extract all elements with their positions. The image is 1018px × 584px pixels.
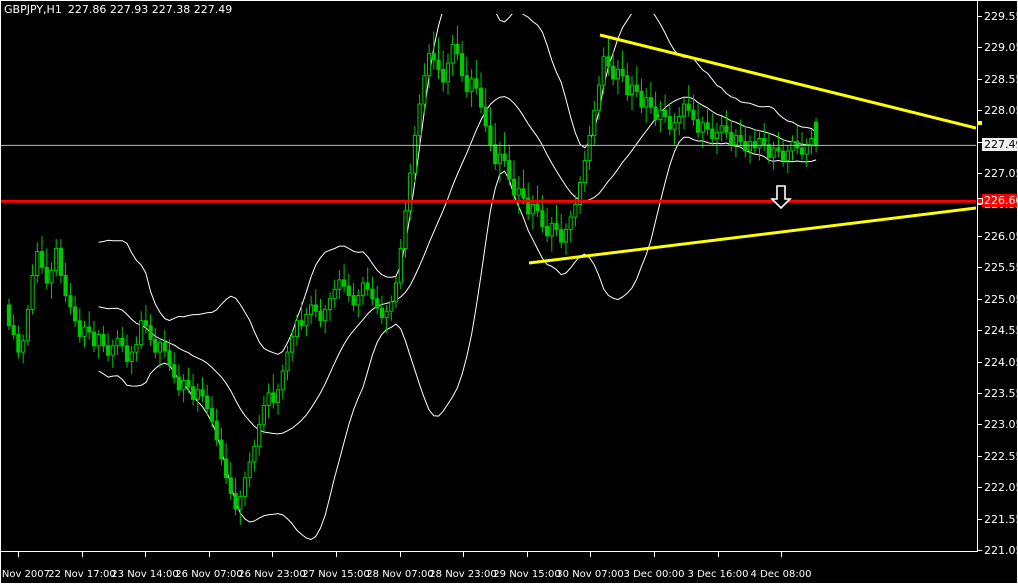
- time-tick: [463, 552, 464, 557]
- ohlc-values: 227.86 227.93 227.38 227.49: [67, 3, 233, 16]
- candlestick-series: [6, 25, 819, 525]
- price-tick: [977, 330, 982, 332]
- price-tick-label: 224.05: [984, 355, 1018, 369]
- bid-price-label: 227.49: [982, 138, 1018, 152]
- sell-arrow-icon[interactable]: [770, 185, 792, 210]
- price-tick-label: 224.55: [984, 324, 1018, 338]
- price-tick: [977, 204, 982, 206]
- time-tick: [145, 552, 146, 557]
- price-tick: [977, 455, 982, 457]
- price-tick: [977, 267, 982, 269]
- time-tick: [82, 552, 83, 557]
- trendline-axis-marker: [977, 120, 982, 125]
- time-tick: [781, 552, 782, 557]
- price-tick: [977, 78, 982, 80]
- price-tick: [977, 550, 982, 551]
- time-tick-label: 22 Nov 17:00: [48, 569, 116, 580]
- time-tick-label: 23 Nov 14:00: [111, 569, 179, 580]
- time-tick-label: 28 Nov 23:00: [429, 569, 497, 580]
- time-tick-label: 4 Dec 08:00: [750, 569, 812, 580]
- time-tick: [272, 552, 273, 557]
- price-tick: [977, 518, 982, 520]
- price-tick-label: 222.05: [984, 481, 1018, 495]
- price-tick: [977, 141, 982, 143]
- price-tick-label: 223.05: [984, 418, 1018, 432]
- chart-background: [1, 14, 976, 551]
- time-tick-label: 27 Nov 15:00: [302, 569, 370, 580]
- price-tick-label: 229.55: [984, 10, 1018, 23]
- price-axis-line: [977, 0, 978, 552]
- time-tick: [590, 552, 591, 557]
- price-tick-label: 223.55: [984, 386, 1018, 400]
- price-tick-label: 228.05: [984, 104, 1018, 118]
- symbol-ohlc-bar: GBPJPY,H1 227.86 227.93 227.38 227.49: [4, 3, 232, 16]
- time-tick: [209, 552, 210, 557]
- time-tick-label: 3 Dec 16:00: [687, 569, 749, 580]
- ascending-trendline: [528, 206, 976, 265]
- price-tick: [977, 298, 982, 300]
- time-tick-label: 30 Nov 07:00: [556, 569, 624, 580]
- bollinger-upper: [98, 14, 817, 355]
- price-tick: [977, 424, 982, 426]
- time-tick-label: 26 Nov 07:00: [175, 569, 243, 580]
- chart-canvas: [1, 14, 976, 551]
- price-tick-label: 226.05: [984, 229, 1018, 243]
- trendlines[interactable]: [528, 33, 976, 265]
- support-axis-marker: [977, 198, 983, 205]
- price-tick: [977, 173, 982, 175]
- price-tick-label: 222.55: [984, 449, 1018, 463]
- price-tick: [977, 47, 982, 49]
- price-tick-label: 221.55: [984, 512, 1018, 526]
- support-price-label: 226.60: [982, 194, 1018, 208]
- price-tick-label: 221.05: [984, 544, 1018, 557]
- price-tick: [977, 487, 982, 489]
- price-axis[interactable]: 229.55229.05228.55228.05227.55227.05226.…: [977, 0, 1018, 556]
- time-tick: [718, 552, 719, 557]
- time-tick: [18, 552, 19, 557]
- time-axis-line: [0, 551, 977, 552]
- time-tick-label: 3 Dec 00:00: [623, 569, 685, 580]
- descending-trendline: [599, 33, 976, 130]
- symbol-timeframe-label: GBPJPY,H1: [4, 3, 62, 16]
- price-tick: [977, 235, 982, 237]
- price-tick-label: 225.55: [984, 261, 1018, 275]
- bollinger-middle: [98, 96, 817, 435]
- time-tick: [654, 552, 655, 557]
- price-tick-label: 227.05: [984, 167, 1018, 181]
- time-tick-label: 26 Nov 23:00: [238, 569, 306, 580]
- time-tick-label: 29 Nov 15:00: [493, 569, 561, 580]
- time-tick: [527, 552, 528, 557]
- price-tick: [977, 110, 982, 112]
- time-tick-label: 28 Nov 07:00: [366, 569, 434, 580]
- price-tick: [977, 392, 982, 394]
- chart-plot-area[interactable]: [1, 14, 976, 551]
- price-tick-label: 229.05: [984, 41, 1018, 55]
- price-tick-label: 228.55: [984, 72, 1018, 86]
- price-tick-label: 225.05: [984, 292, 1018, 306]
- price-tick: [977, 361, 982, 363]
- time-tick-label: 22 Nov 2007: [0, 569, 51, 580]
- price-tick: [977, 16, 982, 17]
- time-tick: [336, 552, 337, 557]
- time-tick: [400, 552, 401, 557]
